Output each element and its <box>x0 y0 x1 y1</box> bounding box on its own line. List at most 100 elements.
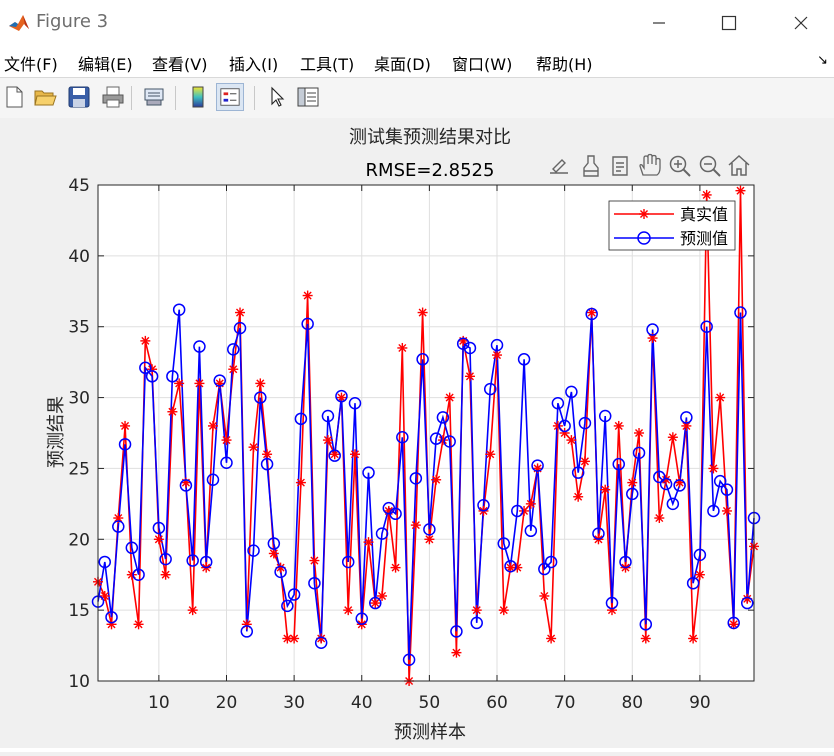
data-point <box>206 473 220 487</box>
brush-button[interactable] <box>583 155 599 177</box>
insert-colorbar-button[interactable] <box>184 83 212 111</box>
data-point <box>463 341 477 355</box>
y-tick-label: 10 <box>68 672 90 692</box>
home-restore-button[interactable] <box>728 154 750 176</box>
zoom-out-button[interactable] <box>699 155 721 177</box>
legend-marker-star <box>639 209 649 219</box>
figure-canvas[interactable]: 10 20 30 40 50 60 70 80 90 10 15 20 25 30 35 40 45 测试集预测… <box>0 118 834 752</box>
legend[interactable]: 真实值 预测值 <box>608 200 736 251</box>
data-point <box>451 647 462 658</box>
axis-ticks: 10 20 30 40 50 60 70 80 90 10 15 20 25 30 35 40 45 <box>68 176 754 713</box>
menu-view[interactable]: 查看(V) <box>152 55 208 74</box>
data-point <box>423 523 436 536</box>
data-point <box>309 555 320 566</box>
data-point <box>688 633 699 644</box>
data-point <box>525 498 536 509</box>
y-tick-label: 20 <box>68 530 90 550</box>
minimize-button[interactable] <box>636 0 682 45</box>
data-point <box>713 474 727 488</box>
open-file-button[interactable] <box>31 83 59 111</box>
data-point <box>424 534 435 545</box>
link-plot-button[interactable] <box>140 83 168 111</box>
data-point <box>680 411 693 424</box>
export-icon <box>550 159 568 174</box>
maximize-button[interactable] <box>706 0 752 45</box>
data-point <box>228 364 239 375</box>
maximize-icon <box>721 15 737 30</box>
data-point <box>477 499 490 512</box>
data-point <box>281 599 294 613</box>
data-point <box>436 411 450 424</box>
edit-pointer-button[interactable] <box>263 83 291 111</box>
data-point <box>443 435 456 448</box>
data-point <box>444 392 455 403</box>
data-point <box>167 406 178 417</box>
data-point <box>573 491 584 502</box>
print-button[interactable] <box>99 83 127 111</box>
menu-desktop[interactable]: 桌面(D) <box>374 55 431 74</box>
data-point <box>659 477 673 491</box>
data-point <box>99 590 110 601</box>
data-point <box>179 479 193 492</box>
save-button[interactable] <box>65 83 93 111</box>
menu-insert[interactable]: 插入(I) <box>229 55 279 74</box>
matlab-logo-icon <box>9 15 29 31</box>
menu-help[interactable]: 帮助(H) <box>536 55 593 74</box>
menu-window[interactable]: 窗口(W) <box>452 55 513 74</box>
data-point <box>390 562 401 573</box>
data-point <box>268 548 279 559</box>
data-point <box>145 370 159 383</box>
data-point <box>646 323 659 336</box>
data-point <box>517 353 531 366</box>
close-icon <box>794 16 808 29</box>
menu-file[interactable]: 文件(F) <box>4 55 58 74</box>
data-point <box>139 361 152 375</box>
menu-edit[interactable]: 编辑(E) <box>78 55 133 74</box>
zoom-in-button[interactable] <box>669 155 691 177</box>
property-inspector-button[interactable] <box>294 83 322 111</box>
dock-arrow-icon[interactable]: ↘ <box>817 53 828 68</box>
data-point <box>728 619 739 630</box>
data-point <box>180 477 191 488</box>
insert-legend-button[interactable] <box>216 83 244 111</box>
data-point <box>343 605 354 616</box>
data-point <box>720 483 734 496</box>
data-point <box>524 524 538 538</box>
plot-area[interactable]: 10 20 30 40 50 60 70 80 90 10 15 20 25 30 35 40 45 测试集预测… <box>0 118 834 752</box>
axes-toolbar <box>550 153 750 177</box>
data-point <box>686 576 700 590</box>
legend-label-actual: 真实值 <box>680 205 728 224</box>
data-point <box>153 534 164 545</box>
data-point <box>294 412 308 426</box>
data-point <box>653 470 666 484</box>
data-point <box>640 633 651 644</box>
data-point <box>578 416 592 430</box>
insert-legend-icon <box>220 88 240 106</box>
data-point <box>707 504 720 518</box>
data-point <box>369 596 382 610</box>
data-point <box>639 618 653 631</box>
edit-pointer-icon <box>271 86 285 107</box>
data-point <box>708 463 719 474</box>
data-point <box>693 548 707 562</box>
close-button[interactable] <box>778 0 824 45</box>
data-point <box>295 477 306 488</box>
export-button[interactable] <box>550 159 568 174</box>
x-tick-label: 50 <box>419 693 441 713</box>
data-point <box>402 653 416 666</box>
new-figure-icon <box>6 86 23 108</box>
title-bar[interactable]: Figure 3 <box>0 0 834 45</box>
y-tick-label: 45 <box>68 176 90 196</box>
data-point <box>199 555 213 569</box>
data-tips-button[interactable] <box>612 156 628 176</box>
data-point <box>585 307 598 321</box>
new-figure-button[interactable] <box>0 83 28 111</box>
data-point <box>592 527 605 540</box>
data-point <box>328 449 341 462</box>
chart-title: 测试集预测结果对比 <box>349 127 511 148</box>
data-point <box>464 371 475 382</box>
pan-button[interactable] <box>639 153 661 176</box>
data-point <box>566 435 577 446</box>
menu-tools[interactable]: 工具(T) <box>300 55 355 74</box>
